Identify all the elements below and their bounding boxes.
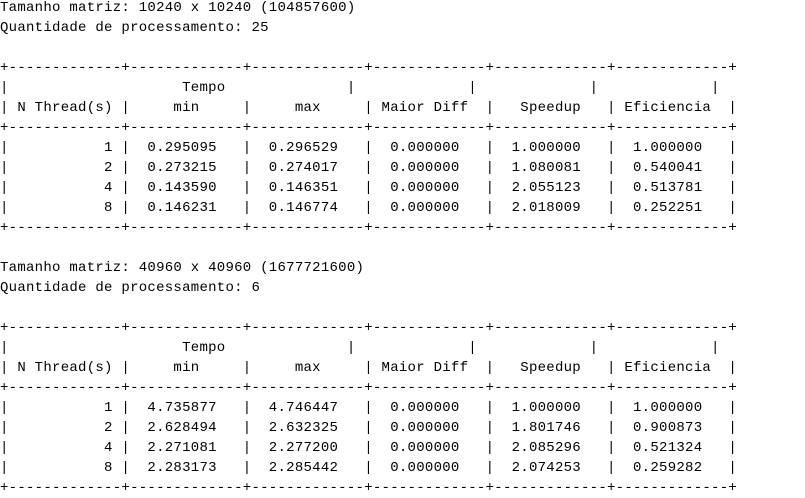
table-row: | 1 | 0.295095 | 0.296529 | 0.000000 | 1… [0, 140, 738, 156]
table-header-top: | Tempo | | | | [0, 340, 720, 356]
table-border-top: +-------------+-------------+-----------… [0, 60, 738, 76]
table-row: | 8 | 0.146231 | 0.146774 | 0.000000 | 2… [0, 200, 738, 216]
table-border-top: +-------------+-------------+-----------… [0, 320, 738, 336]
table-row: | 8 | 2.283173 | 2.285442 | 0.000000 | 2… [0, 460, 738, 476]
processing-count-line: Quantidade de processamento: 25 [0, 20, 269, 36]
table-row: | 2 | 2.628494 | 2.632325 | 0.000000 | 1… [0, 420, 738, 436]
table-row: | 4 | 2.271081 | 2.277200 | 0.000000 | 2… [0, 440, 738, 456]
table-row: | 4 | 0.143590 | 0.146351 | 0.000000 | 2… [0, 180, 738, 196]
table-border-bottom: +-------------+-------------+-----------… [0, 220, 738, 236]
table-header-top: | Tempo | | | | [0, 80, 720, 96]
matrix-size-line: Tamanho matriz: 40960 x 40960 (167772160… [0, 260, 365, 276]
table-row: | 2 | 0.273215 | 0.274017 | 0.000000 | 1… [0, 160, 738, 176]
table-header-row: | N Thread(s) | min | max | Maior Diff |… [0, 100, 738, 116]
table-border-mid: +-------------+-------------+-----------… [0, 380, 738, 396]
table-row: | 1 | 4.735877 | 4.746447 | 0.000000 | 1… [0, 400, 738, 416]
table-border-bottom: +-------------+-------------+-----------… [0, 480, 738, 496]
matrix-size-line: Tamanho matriz: 10240 x 10240 (104857600… [0, 0, 356, 16]
table-border-mid: +-------------+-------------+-----------… [0, 120, 738, 136]
processing-count-line: Quantidade de processamento: 6 [0, 280, 261, 296]
table-header-row: | N Thread(s) | min | max | Maior Diff |… [0, 360, 738, 376]
